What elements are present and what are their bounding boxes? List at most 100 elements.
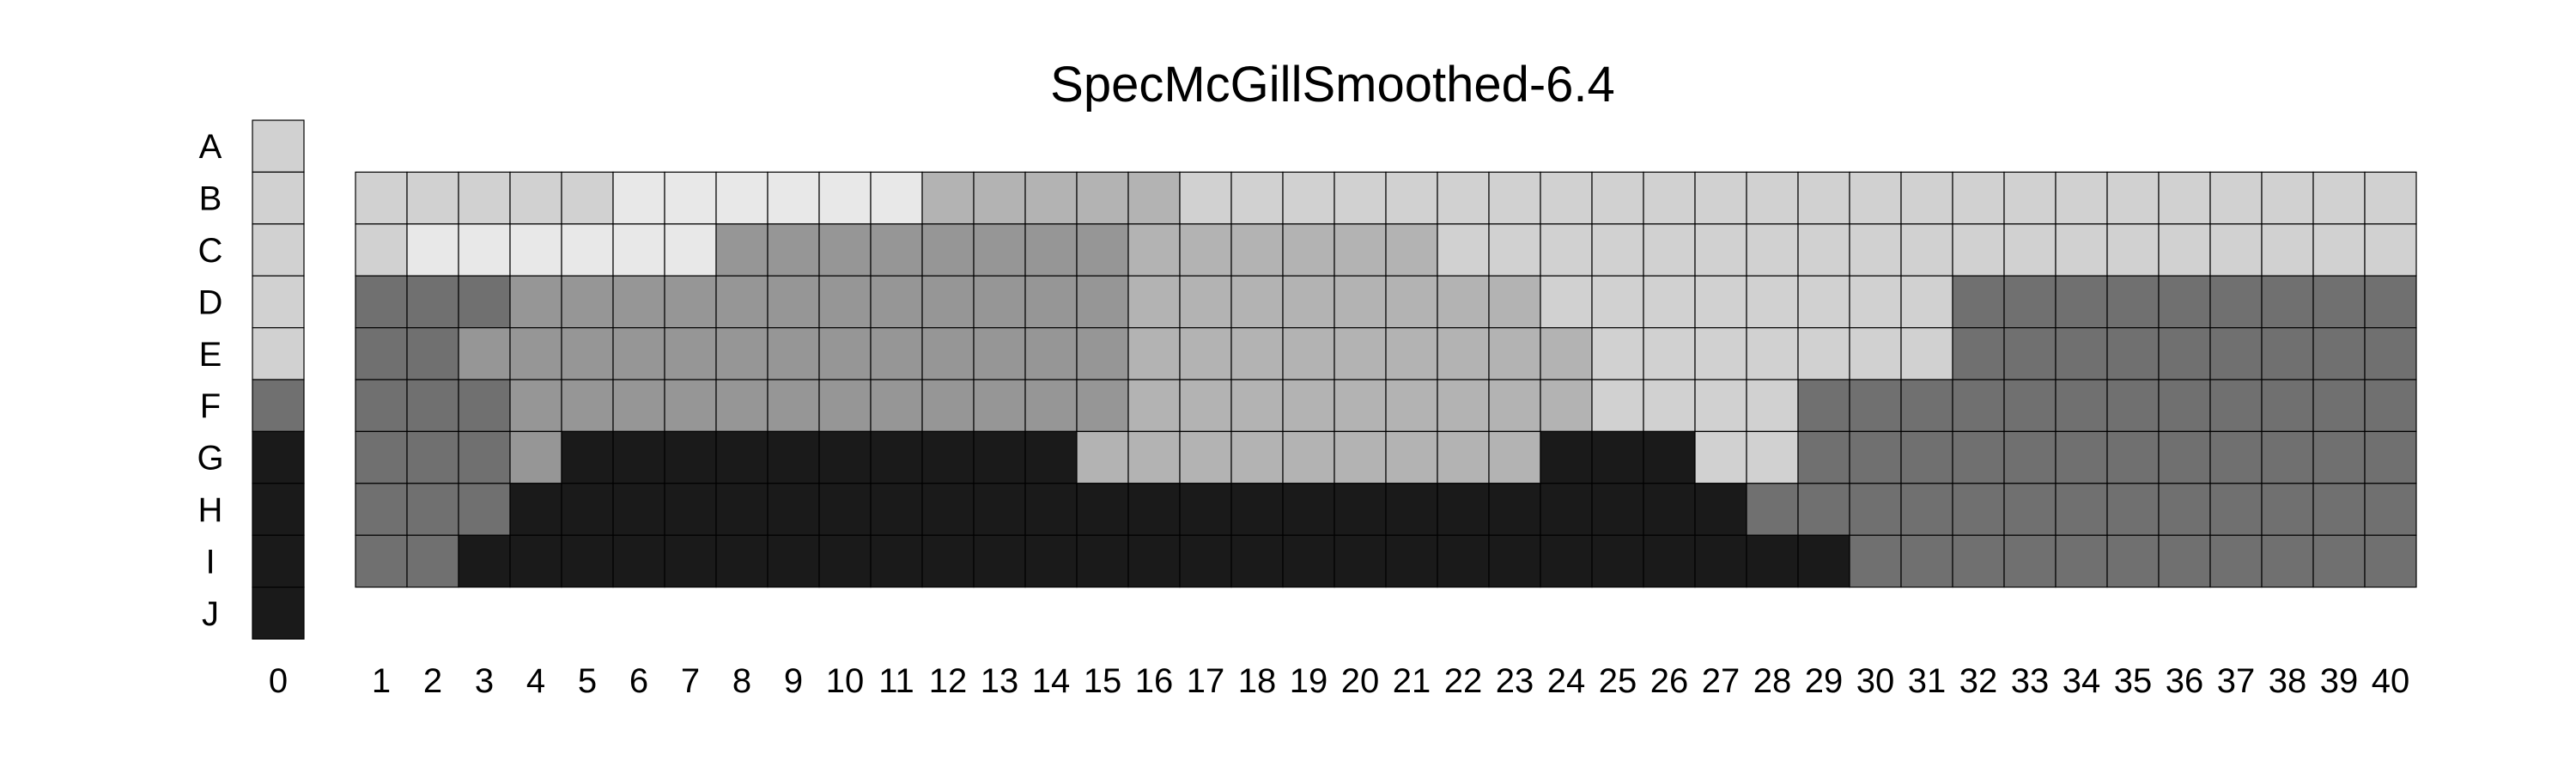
heatmap-cell	[715, 327, 769, 380]
heatmap-cell	[818, 275, 872, 329]
row-label: H	[198, 491, 223, 529]
heatmap-cell	[1230, 327, 1284, 380]
heatmap-cell	[818, 483, 872, 536]
column-label: 37	[2217, 662, 2256, 700]
heatmap-cell	[715, 379, 769, 433]
heatmap-cell	[2158, 379, 2211, 433]
heatmap-cell	[664, 430, 717, 484]
heatmap-cell	[767, 430, 820, 484]
heatmap-cell	[1127, 534, 1181, 588]
column-label: 16	[1135, 662, 1174, 700]
heatmap-cell	[509, 171, 562, 225]
heatmap-cell	[818, 327, 872, 380]
heatmap-cell	[2158, 534, 2211, 588]
heatmap-cell	[1024, 534, 1078, 588]
column-label: 3	[475, 662, 494, 700]
heatmap-cell	[1385, 223, 1438, 277]
heatmap-cell	[1849, 430, 1902, 484]
column-label: 1	[372, 662, 391, 700]
heatmap-cell	[1024, 327, 1078, 380]
heatmap-cell	[1024, 223, 1078, 277]
heatmap-cell	[1746, 327, 1799, 380]
heatmap-cell	[509, 327, 562, 380]
column-label: 34	[2063, 662, 2101, 700]
heatmap-cell	[2312, 379, 2366, 433]
heatmap-cell	[921, 379, 975, 433]
heatmap-cell	[1694, 534, 1747, 588]
heatmap-cell	[2261, 430, 2314, 484]
heatmap-cell	[870, 534, 923, 588]
heatmap-cell	[1643, 275, 1696, 329]
heatmap-cell	[1076, 379, 1129, 433]
row-label: B	[199, 180, 222, 218]
column-label: 9	[784, 662, 803, 700]
heatmap-cell	[1952, 379, 2005, 433]
heatmap-cell	[1385, 379, 1438, 433]
heatmap-cell	[2261, 534, 2314, 588]
column-label: 6	[629, 662, 648, 700]
heatmap-cell	[2106, 430, 2160, 484]
heatmap-cell	[1849, 275, 1902, 329]
heatmap-cell	[612, 430, 665, 484]
heatmap-cell	[2055, 483, 2108, 536]
heatmap-cell	[252, 379, 305, 433]
heatmap-cell	[1076, 275, 1129, 329]
heatmap-cell	[1952, 327, 2005, 380]
heatmap-cell	[2209, 430, 2263, 484]
heatmap-cell	[1746, 430, 1799, 484]
heatmap-cell	[1437, 379, 1490, 433]
heatmap-cell	[1900, 327, 1953, 380]
heatmap-cell	[2003, 534, 2057, 588]
row-label: G	[197, 440, 223, 478]
heatmap-cell	[1334, 171, 1387, 225]
heatmap-cell	[1952, 483, 2005, 536]
column-label: 22	[1444, 662, 1483, 700]
heatmap-cell	[1437, 534, 1490, 588]
column-label: 25	[1599, 662, 1637, 700]
heatmap-cell	[2055, 327, 2108, 380]
heatmap-cell	[1952, 430, 2005, 484]
heatmap-cell	[1282, 275, 1335, 329]
heatmap-cell	[1540, 275, 1593, 329]
heatmap-cell	[1282, 327, 1335, 380]
heatmap-cell	[2312, 327, 2366, 380]
row-label: D	[198, 283, 223, 321]
heatmap-cell	[2209, 534, 2263, 588]
heatmap-cell	[406, 171, 459, 225]
heatmap-cell	[1540, 327, 1593, 380]
heatmap-cell	[1797, 171, 1850, 225]
heatmap-cell	[818, 534, 872, 588]
heatmap-cell	[2158, 430, 2211, 484]
heatmap-cell	[1591, 534, 1644, 588]
heatmap-cell	[1900, 275, 1953, 329]
column-label: 12	[929, 662, 968, 700]
heatmap-cell	[612, 534, 665, 588]
column-label: 14	[1032, 662, 1071, 700]
heatmap-cell	[2003, 483, 2057, 536]
heatmap-cell	[2312, 430, 2366, 484]
column-label: 0	[269, 662, 288, 700]
heatmap-cell	[1540, 379, 1593, 433]
heatmap-cell	[252, 430, 305, 484]
heatmap-cell	[1900, 430, 1953, 484]
heatmap-cell	[355, 379, 408, 433]
heatmap-cell	[1900, 223, 1953, 277]
heatmap-cell	[2364, 327, 2417, 380]
heatmap-cell	[458, 327, 511, 380]
heatmap-cell	[2055, 430, 2108, 484]
heatmap-cell	[1127, 223, 1181, 277]
heatmap-cell	[1024, 379, 1078, 433]
heatmap-cell	[1076, 483, 1129, 536]
heatmap-cell	[2055, 171, 2108, 225]
heatmap-cell	[973, 275, 1026, 329]
heatmap-cell	[561, 379, 614, 433]
heatmap-cell	[1437, 223, 1490, 277]
column-label: 4	[526, 662, 545, 700]
column-label: 2	[423, 662, 442, 700]
heatmap-cell	[1591, 379, 1644, 433]
heatmap-cell	[715, 171, 769, 225]
heatmap-cell	[2364, 430, 2417, 484]
heatmap-cell	[767, 223, 820, 277]
heatmap-cell	[2364, 275, 2417, 329]
